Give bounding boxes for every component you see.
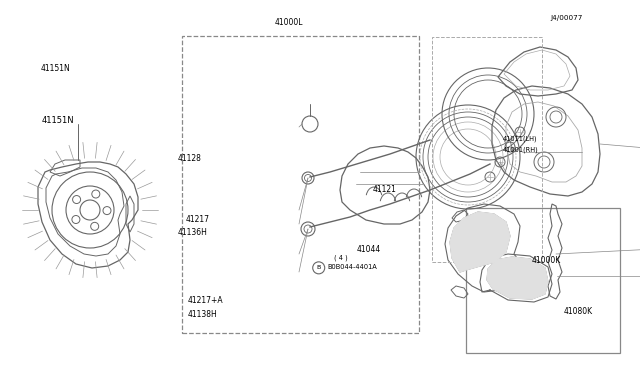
Text: 41001(RH): 41001(RH) [502, 146, 538, 153]
Bar [466, 208, 620, 353]
Polygon shape [450, 212, 510, 272]
Text: J4/00077: J4/00077 [550, 15, 583, 21]
Text: B0B044-4401A: B0B044-4401A [328, 264, 378, 270]
Text: 41217: 41217 [186, 215, 210, 224]
Text: ( 4 ): ( 4 ) [334, 254, 348, 261]
Bar [182, 36, 419, 333]
Text: 41136H: 41136H [178, 228, 208, 237]
Text: 41151N: 41151N [42, 116, 75, 125]
Text: 41011(LH): 41011(LH) [502, 136, 537, 142]
Text: 41044: 41044 [356, 245, 381, 254]
Text: 41000L: 41000L [275, 18, 303, 27]
Bar [432, 37, 542, 262]
Text: B: B [317, 265, 321, 270]
Text: 41000K: 41000K [531, 256, 561, 265]
Polygon shape [487, 257, 548, 299]
Text: 41151N: 41151N [41, 64, 70, 73]
Text: 41138H: 41138H [188, 310, 217, 319]
Text: 41080K: 41080K [563, 307, 593, 316]
Text: 41121: 41121 [372, 185, 396, 194]
Text: 41217+A: 41217+A [188, 296, 223, 305]
Text: 41128: 41128 [178, 154, 202, 163]
